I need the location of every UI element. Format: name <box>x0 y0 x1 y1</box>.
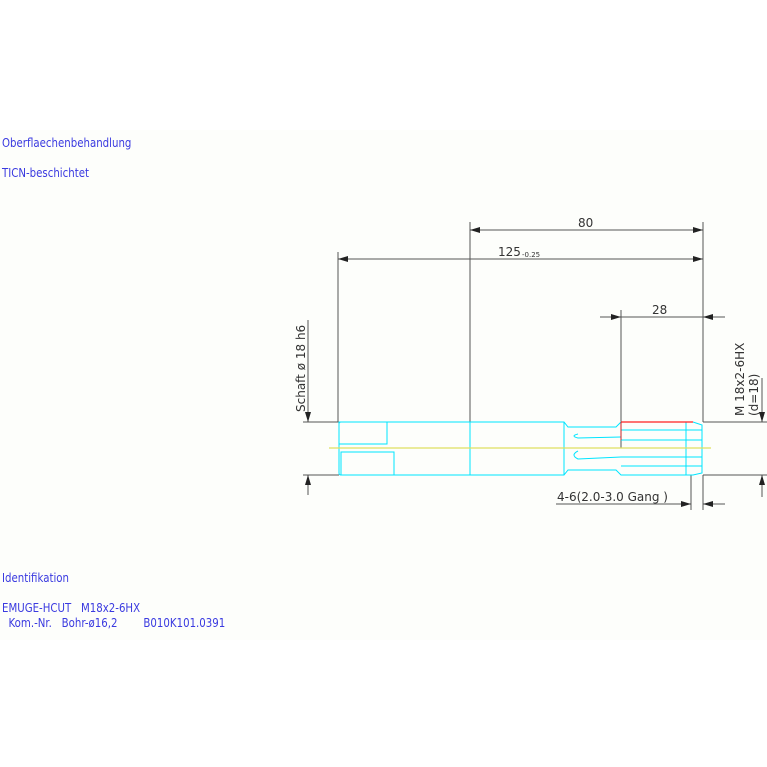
dim-shank: Schaft ø 18 h6 <box>294 325 308 412</box>
dim-80: 80 <box>578 216 593 230</box>
drawing-sheet <box>0 130 767 640</box>
surface-heading: Oberflaechenbehandlung <box>2 136 132 150</box>
surface-value: TICN-beschichtet <box>2 166 89 180</box>
dim-28: 28 <box>652 303 667 317</box>
dimension-lines <box>303 222 767 510</box>
dim-125-tolerance: -0.25 <box>522 251 540 259</box>
id-line2: Kom.-Nr. Bohr-ø16,2 B010K101.0391 <box>2 616 226 630</box>
dim-thread: M 18x2-6HX <box>733 343 747 416</box>
id-line1: EMUGE-HCUT M18x2-6HX <box>2 601 141 615</box>
dim-chamfer: 4-6(2.0-3.0 Gang ) <box>557 490 668 504</box>
dim-125: 125 <box>498 245 521 259</box>
dim-thread-d: (d=18) <box>747 374 761 416</box>
tool-outline <box>338 421 703 476</box>
id-heading: Identifikation <box>2 571 70 585</box>
